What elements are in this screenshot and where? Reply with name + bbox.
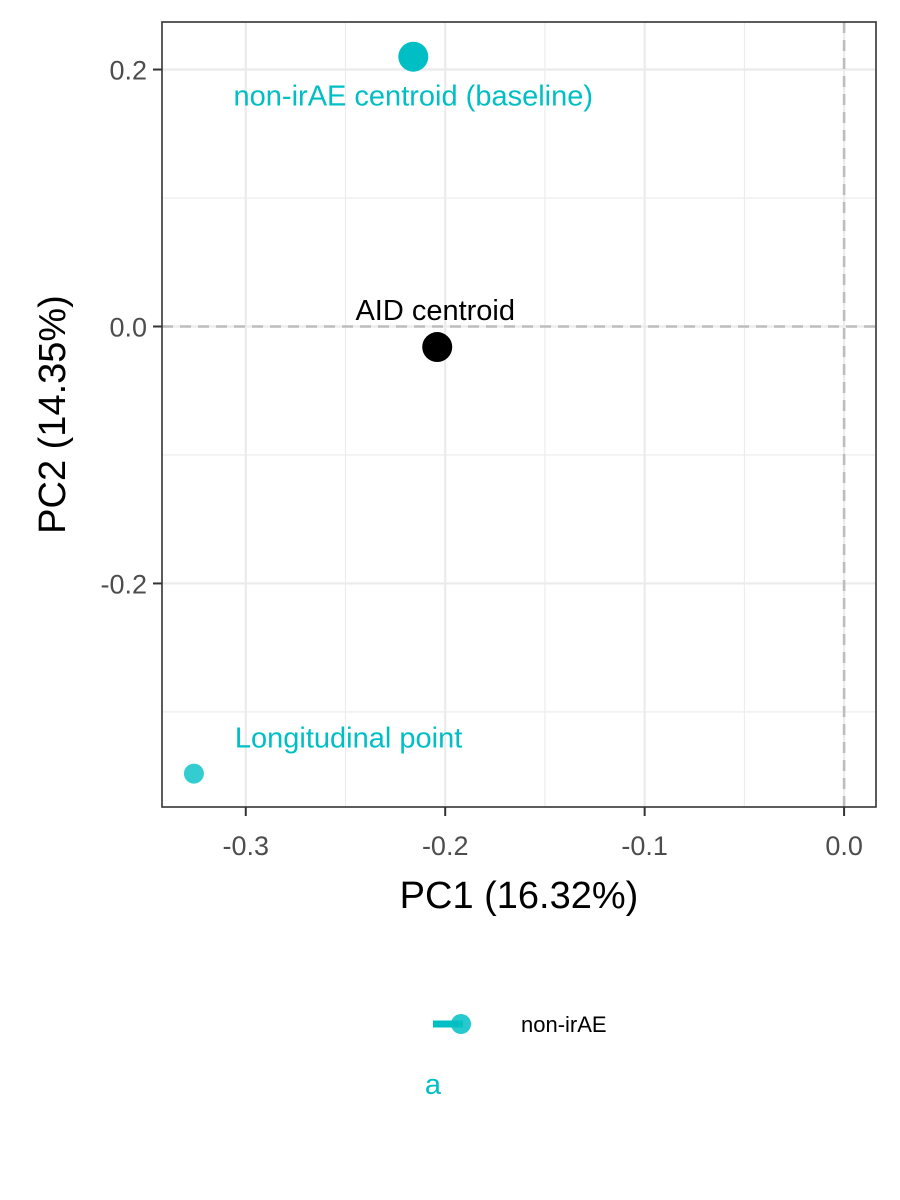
point-labels: non-irAE centroid (baseline) AID centroid… [234,81,593,755]
panel-border [161,21,877,808]
x-axis-title: PC1 (16.32%) [400,875,639,917]
legend-sublabel: a [425,1069,442,1101]
y-tick-label: -0.2 [100,569,147,599]
point-label-non-irae-centroid-baseline: non-irAE centroid (baseline) [234,81,593,113]
legend-label-non-irae: non-irAE [521,1012,607,1037]
legend: non-irAE a [425,1012,607,1101]
y-tick-label: 0.2 [109,56,147,86]
point-longitudinal-point [183,763,204,784]
point-aid-centroid [422,332,453,363]
point-label-longitudinal-point: Longitudinal point [235,723,462,755]
y-tick-label: 0.0 [109,312,147,342]
x-tick-label: 0.0 [825,831,863,861]
point-label-aid-centroid: AID centroid [355,295,515,327]
x-tick-label: -0.2 [422,831,469,861]
point-non-irae-centroid-baseline [398,41,429,72]
axis-ticks: -0.3 -0.2 -0.1 0.0 -0.2 0.0 0.2 [100,56,862,861]
x-tick-label: -0.3 [222,831,269,861]
reference-lines [162,22,876,807]
x-tick-label: -0.1 [621,831,668,861]
legend-key-point [451,1014,471,1034]
data-points [183,41,453,784]
y-axis-title: PC2 (14.35%) [32,295,74,534]
